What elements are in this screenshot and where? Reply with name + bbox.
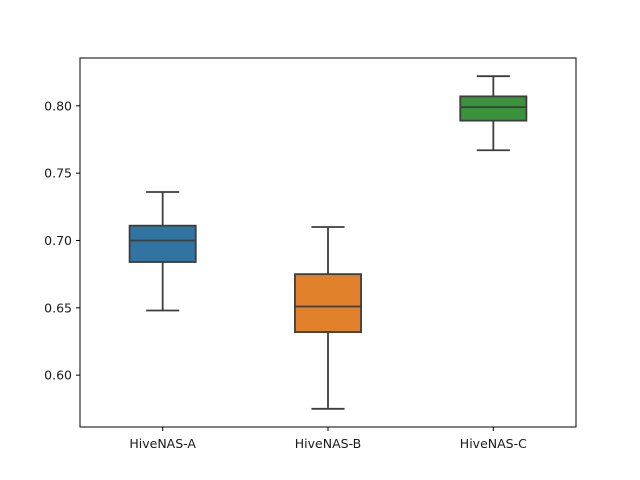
y-axis: 0.60 0.65 0.70 0.75 0.80 [44,98,80,383]
y-tick-label: 0.65 [44,300,72,315]
y-tick-label: 0.60 [44,368,72,383]
iqr-box [459,95,528,122]
y-tick-label: 0.75 [44,166,72,181]
iqr-box [294,273,362,333]
x-tick-label: HiveNAS-A [129,436,196,451]
x-tick-label: HiveNAS-C [460,436,527,451]
y-tick-label: 0.80 [44,98,72,113]
y-tick-label: 0.70 [44,233,72,248]
box-hivenas-c [459,75,528,152]
iqr-box [128,224,197,263]
box-hivenas-a [128,191,197,312]
box-hivenas-b [294,226,362,410]
plot-area-frame [79,57,577,428]
x-tick-label: HiveNAS-B [295,436,361,451]
x-axis: HiveNAS-A HiveNAS-B HiveNAS-C [129,427,527,451]
box-series [128,75,528,410]
